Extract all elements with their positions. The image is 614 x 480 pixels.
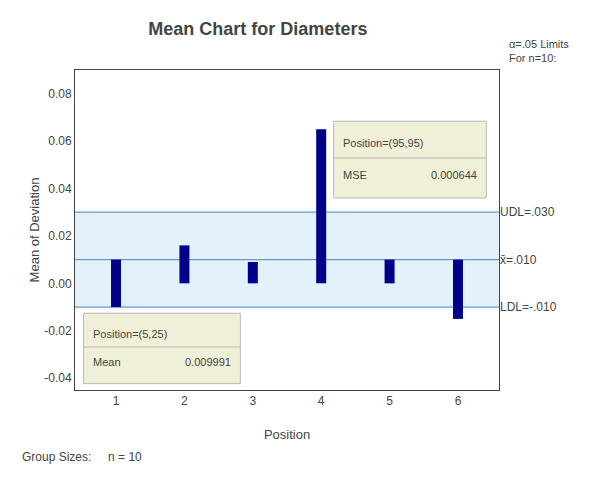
svg-text:0.000644: 0.000644 bbox=[431, 169, 477, 181]
svg-text:MSE: MSE bbox=[343, 169, 367, 181]
svg-text:0.08: 0.08 bbox=[48, 87, 72, 101]
svg-text:Position=(5,25): Position=(5,25) bbox=[93, 328, 167, 340]
svg-text:Position=(95,95): Position=(95,95) bbox=[343, 137, 423, 149]
svg-text:Position: Position bbox=[264, 427, 310, 442]
svg-text:6: 6 bbox=[455, 394, 462, 408]
svg-text:UDL=.030: UDL=.030 bbox=[500, 205, 555, 219]
svg-text:Mean Chart for Diameters: Mean Chart for Diameters bbox=[148, 19, 367, 39]
svg-text:2: 2 bbox=[181, 394, 188, 408]
svg-text:x̄=.010: x̄=.010 bbox=[500, 253, 537, 267]
svg-text:0.06: 0.06 bbox=[48, 134, 72, 148]
svg-text:0.00: 0.00 bbox=[48, 277, 72, 291]
svg-text:0.009991: 0.009991 bbox=[185, 356, 231, 368]
svg-text:Mean: Mean bbox=[93, 356, 121, 368]
svg-text:-0.02: -0.02 bbox=[44, 324, 72, 338]
svg-text:1: 1 bbox=[113, 394, 120, 408]
svg-text:0.02: 0.02 bbox=[48, 229, 72, 243]
svg-text:Mean of Deviation: Mean of Deviation bbox=[27, 178, 42, 283]
svg-text:5: 5 bbox=[386, 394, 393, 408]
svg-text:4: 4 bbox=[318, 394, 325, 408]
svg-text:-0.04: -0.04 bbox=[44, 371, 72, 385]
svg-text:α=.05 LimitsFor n=10:: α=.05 LimitsFor n=10: bbox=[509, 38, 569, 64]
svg-text:Group Sizes: n = 10: Group Sizes: n = 10 bbox=[22, 450, 142, 464]
svg-text:LDL=-.010: LDL=-.010 bbox=[500, 300, 557, 314]
svg-text:3: 3 bbox=[249, 394, 256, 408]
svg-text:0.04: 0.04 bbox=[48, 182, 72, 196]
